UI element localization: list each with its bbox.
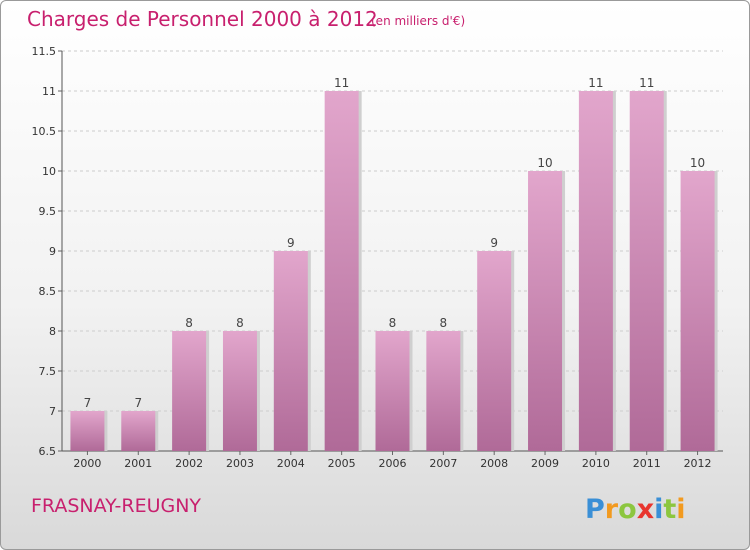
x-tick-label: 2006: [379, 457, 407, 470]
bar-value-label: 9: [287, 236, 295, 250]
y-tick-label: 8.5: [39, 285, 57, 298]
x-tick-label: 2012: [684, 457, 712, 470]
bar-value-label: 8: [185, 316, 193, 330]
bar: [70, 411, 105, 451]
chart-subtitle: (en milliers d'€): [371, 14, 466, 28]
bar: [121, 411, 156, 451]
y-tick-label: 10.5: [32, 125, 57, 138]
bar-value-label: 8: [440, 316, 448, 330]
bar: [680, 171, 715, 451]
x-tick-label: 2011: [633, 457, 661, 470]
y-tick-label: 11: [42, 85, 56, 98]
labels: 6.5 7 7.5 8 8.5 9 9.5 10 10.5 11 11.5 7 2000 7 2001 8 20…: [32, 45, 712, 470]
bar-value-label: 11: [588, 76, 603, 90]
bar-value-label: 7: [134, 396, 142, 410]
bar-value-label: 8: [236, 316, 244, 330]
bar: [629, 91, 664, 451]
bar: [324, 91, 359, 451]
x-tick-label: 2009: [531, 457, 559, 470]
bar: [528, 171, 563, 451]
bar: [477, 251, 512, 451]
proxiti-logo: Proxiti: [585, 494, 686, 525]
y-tick-label: 11.5: [32, 45, 57, 58]
y-tick-label: 7.5: [39, 365, 57, 378]
y-tick-label: 9: [49, 245, 56, 258]
bar: [273, 251, 308, 451]
x-tick-label: 2004: [277, 457, 305, 470]
bar-value-label: 10: [690, 156, 705, 170]
bar-value-label: 10: [537, 156, 552, 170]
bar: [375, 331, 410, 451]
x-tick-label: 2002: [175, 457, 203, 470]
bar-value-label: 8: [389, 316, 397, 330]
bar: [172, 331, 207, 451]
y-tick-label: 7: [49, 405, 56, 418]
bar-value-label: 11: [639, 76, 654, 90]
chart-title: Charges de Personnel 2000 à 2012: [27, 7, 378, 31]
y-tick-label: 10: [42, 165, 56, 178]
y-tick-label: 8: [49, 325, 56, 338]
x-tick-label: 2010: [582, 457, 610, 470]
x-tick-label: 2007: [429, 457, 457, 470]
bar: [222, 331, 257, 451]
bar-value-label: 9: [490, 236, 498, 250]
svg-text:Proxiti: Proxiti: [585, 494, 686, 525]
bars: [70, 91, 718, 451]
bar: [578, 91, 613, 451]
bar-value-label: 11: [334, 76, 349, 90]
x-tick-label: 2005: [328, 457, 356, 470]
x-tick-label: 2000: [73, 457, 101, 470]
x-tick-label: 2001: [124, 457, 152, 470]
y-tick-label: 9.5: [39, 205, 57, 218]
x-tick-label: 2003: [226, 457, 254, 470]
y-tick-label: 6.5: [39, 445, 57, 458]
place-name: FRASNAY-REUGNY: [31, 495, 202, 517]
bar-value-label: 7: [84, 396, 92, 410]
x-tick-label: 2008: [480, 457, 508, 470]
bar: [426, 331, 461, 451]
